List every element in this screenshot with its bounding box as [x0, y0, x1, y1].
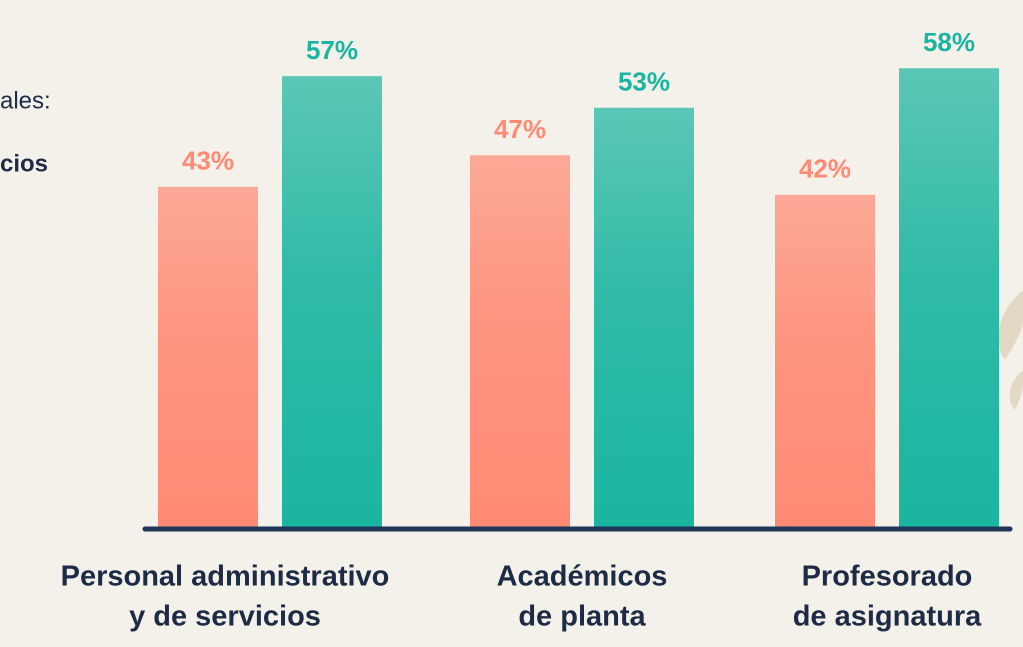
value-label: 47%	[494, 114, 546, 144]
x-tick-label: Profesorado	[802, 561, 973, 593]
value-label: 58%	[923, 27, 975, 57]
x-tick-label: Académicos	[497, 561, 668, 593]
x-tick-label: de asignatura	[793, 601, 982, 633]
bar	[594, 107, 694, 528]
bar	[899, 68, 999, 527]
bar	[282, 76, 382, 527]
decoration	[1009, 370, 1023, 410]
x-tick-label: Personal administrativo	[61, 561, 390, 593]
value-label: 42%	[799, 154, 851, 184]
bar	[158, 186, 258, 527]
bar	[470, 155, 570, 528]
value-label: 43%	[182, 146, 234, 176]
bar	[775, 194, 875, 527]
value-label: 53%	[618, 67, 670, 97]
x-tick-label: de planta	[518, 601, 646, 633]
x-tick-label: y de servicios	[129, 601, 321, 633]
annotation: cios	[0, 150, 48, 177]
decoration	[997, 290, 1023, 360]
value-label: 57%	[306, 35, 358, 65]
annotation: ales:	[0, 87, 51, 114]
